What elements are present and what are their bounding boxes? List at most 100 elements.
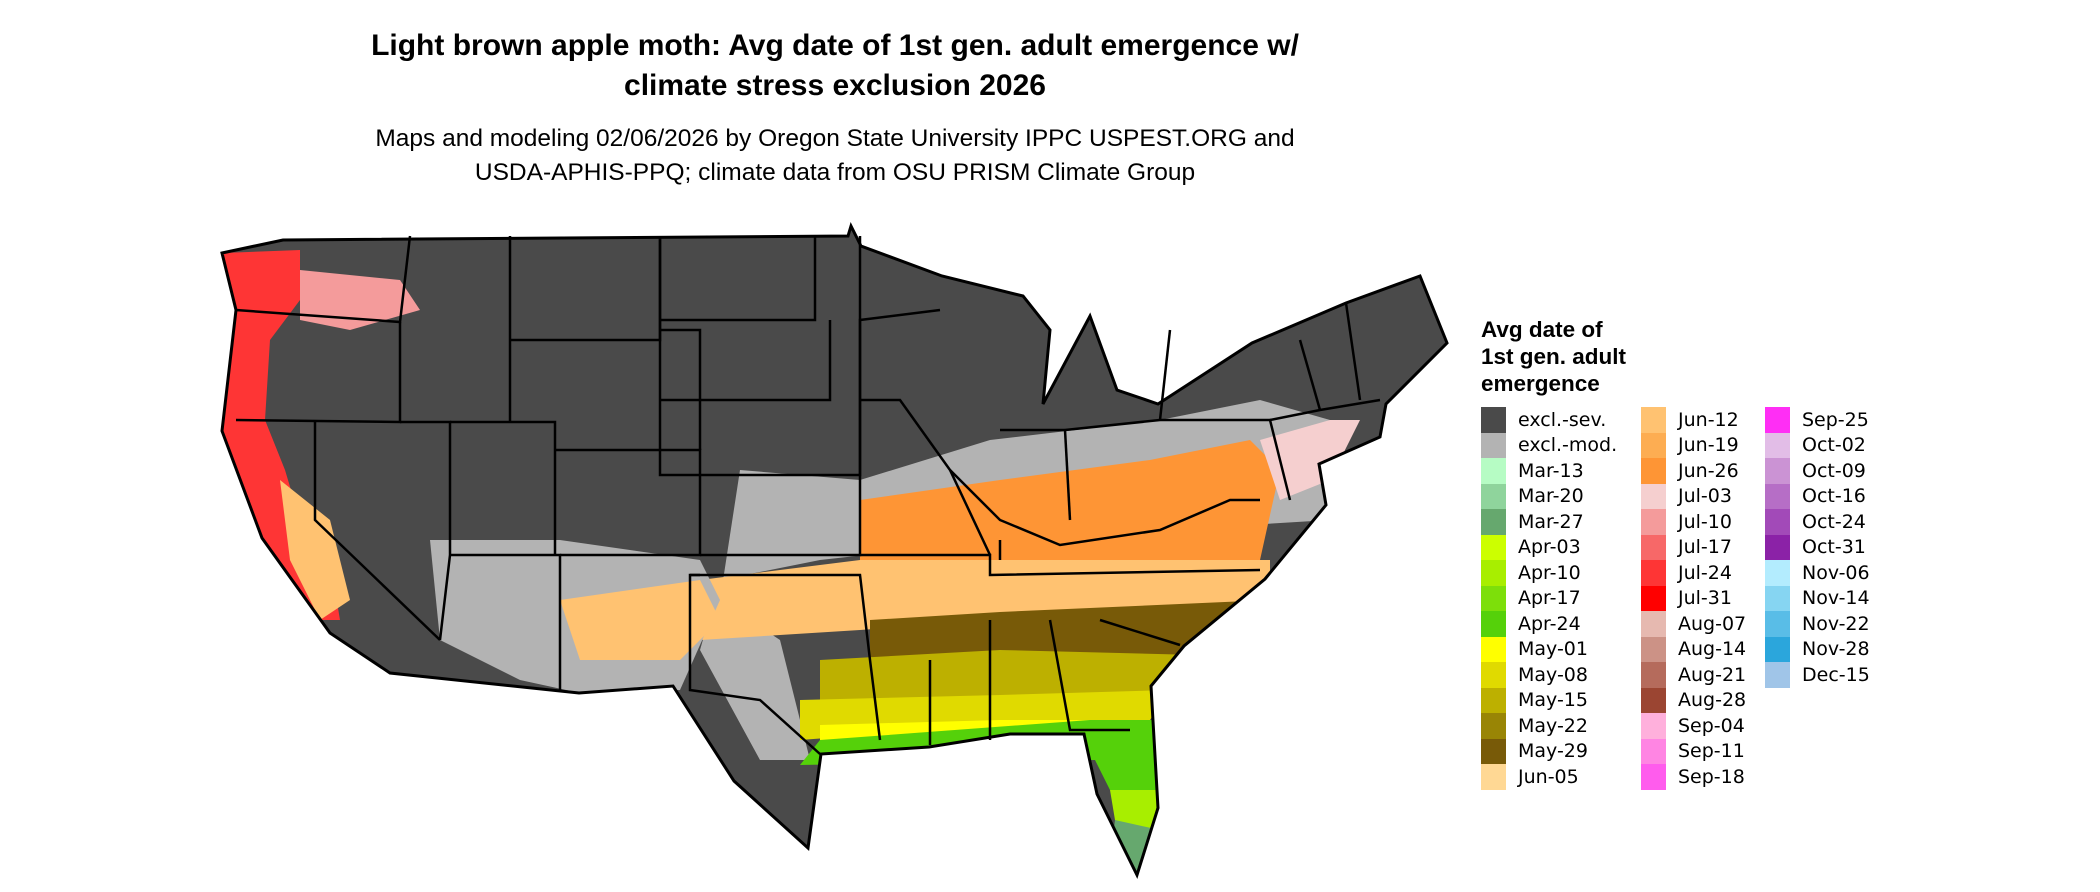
legend-label: Oct-16: [1802, 485, 1866, 508]
legend-title: Avg date of 1st gen. adult emergence: [1481, 316, 1626, 397]
legend-label: May-22: [1518, 714, 1588, 737]
legend-label: Mar-27: [1518, 510, 1584, 533]
legend-swatch: [1481, 764, 1506, 790]
legend-swatch: [1481, 738, 1506, 764]
legend-item: Mar-20: [1481, 483, 1617, 509]
region-west-coast-red: [222, 250, 340, 620]
legend-label: Jun-05: [1518, 765, 1579, 788]
legend-swatch: [1765, 432, 1790, 458]
legend-item: Apr-17: [1481, 585, 1617, 611]
legend-item: Aug-07: [1641, 611, 1746, 637]
legend-swatch: [1641, 738, 1666, 764]
legend-item: Oct-31: [1765, 534, 1870, 560]
legend-label: Sep-25: [1802, 408, 1869, 431]
state-borders: [235, 235, 1381, 755]
legend-item: Oct-09: [1765, 458, 1870, 484]
legend-swatch: [1765, 407, 1790, 433]
legend-swatch: [1641, 560, 1666, 586]
legend-item: May-29: [1481, 738, 1617, 764]
legend-label: Aug-21: [1678, 663, 1747, 686]
legend-item: Aug-21: [1641, 662, 1746, 688]
legend-item: Mar-27: [1481, 509, 1617, 535]
legend-label: Nov-06: [1802, 561, 1870, 584]
legend-swatch: [1481, 585, 1506, 611]
legend-swatch: [1481, 611, 1506, 637]
legend-swatch: [1765, 611, 1790, 637]
map-subtitle: Maps and modeling 02/06/2026 by Oregon S…: [235, 122, 1435, 190]
legend-title-line-1: Avg date of: [1481, 317, 1603, 342]
subtitle-line-1: Maps and modeling 02/06/2026 by Oregon S…: [375, 125, 1295, 152]
legend-item: Jun-26: [1641, 458, 1746, 484]
legend-column-3: Sep-25 Oct-02 Oct-09 Oct-16 Oct-24 Oct-31 Nov-…: [1765, 407, 1870, 688]
legend-label: May-08: [1518, 663, 1588, 686]
legend-item: Sep-11: [1641, 738, 1746, 764]
legend-swatch: [1641, 534, 1666, 560]
legend-swatch: [1641, 713, 1666, 739]
legend-swatch: [1481, 636, 1506, 662]
legend-item: Oct-02: [1765, 432, 1870, 458]
legend-swatch: [1481, 483, 1506, 509]
legend-swatch: [1481, 662, 1506, 688]
legend-swatch: [1481, 458, 1506, 484]
legend-item: Oct-16: [1765, 483, 1870, 509]
legend-label: Nov-14: [1802, 587, 1870, 610]
legend-label: Mar-20: [1518, 485, 1584, 508]
legend-item: Jul-17: [1641, 534, 1746, 560]
legend-item: Nov-28: [1765, 636, 1870, 662]
legend-label: Apr-03: [1518, 536, 1581, 559]
legend-item: Jul-31: [1641, 585, 1746, 611]
legend-label: Jul-24: [1678, 561, 1732, 584]
legend-label: Jul-17: [1678, 536, 1732, 559]
legend-item: excl.-mod.: [1481, 432, 1617, 458]
legend-item: excl.-sev.: [1481, 407, 1617, 433]
legend-item: Apr-10: [1481, 560, 1617, 586]
legend-label: Nov-22: [1802, 612, 1870, 635]
legend-swatch: [1481, 687, 1506, 713]
legend-item: Nov-22: [1765, 611, 1870, 637]
legend-swatch: [1481, 534, 1506, 560]
legend-item: Apr-03: [1481, 534, 1617, 560]
legend-item: Jun-05: [1481, 764, 1617, 790]
legend-item: Jul-24: [1641, 560, 1746, 586]
region-oregon-pink: [300, 270, 420, 330]
legend-swatch: [1641, 585, 1666, 611]
legend-swatch: [1641, 611, 1666, 637]
region-may-29: [870, 600, 1270, 660]
legend-label: Dec-15: [1802, 663, 1870, 686]
legend-swatch: [1641, 432, 1666, 458]
title-line-2: climate stress exclusion 2026: [624, 69, 1046, 102]
legend-swatch: [1641, 662, 1666, 688]
region-sw-orange: [560, 580, 720, 660]
legend-title-line-3: emergence: [1481, 371, 1600, 396]
legend-label: May-15: [1518, 689, 1588, 712]
legend-swatch: [1481, 432, 1506, 458]
legend-swatch: [1641, 509, 1666, 535]
legend-label: Oct-02: [1802, 434, 1866, 457]
legend-column-2: Jun-12 Jun-19 Jun-26 Jul-03 Jul-10 Jul-17 Jul-…: [1641, 407, 1746, 790]
legend-label: May-01: [1518, 638, 1588, 661]
legend-label: May-29: [1518, 740, 1588, 763]
legend-swatch: [1481, 509, 1506, 535]
legend-swatch: [1641, 458, 1666, 484]
legend-column-1: excl.-sev. excl.-mod. Mar-13 Mar-20 Mar-27 Ap…: [1481, 407, 1617, 790]
legend-item: Aug-14: [1641, 636, 1747, 662]
legend-swatch: [1765, 483, 1790, 509]
legend-label: Nov-28: [1802, 638, 1870, 661]
legend-swatch: [1765, 662, 1790, 688]
legend-swatch: [1765, 585, 1790, 611]
legend-swatch: [1641, 636, 1666, 662]
legend-swatch: [1765, 458, 1790, 484]
legend-label: Oct-09: [1802, 459, 1866, 482]
legend-swatch: [1641, 764, 1666, 790]
legend-swatch: [1641, 407, 1666, 433]
legend-item: Jun-19: [1641, 432, 1746, 458]
map-title: Light brown apple moth: Avg date of 1st …: [235, 26, 1435, 106]
legend-item: Sep-18: [1641, 764, 1746, 790]
legend-swatch: [1481, 713, 1506, 739]
legend-item: Oct-24: [1765, 509, 1870, 535]
legend-label: Jul-03: [1678, 485, 1732, 508]
legend-item: Jul-10: [1641, 509, 1746, 535]
legend-label: Oct-24: [1802, 510, 1866, 533]
legend-label: Aug-14: [1678, 638, 1747, 661]
legend-label: Aug-07: [1678, 612, 1747, 635]
